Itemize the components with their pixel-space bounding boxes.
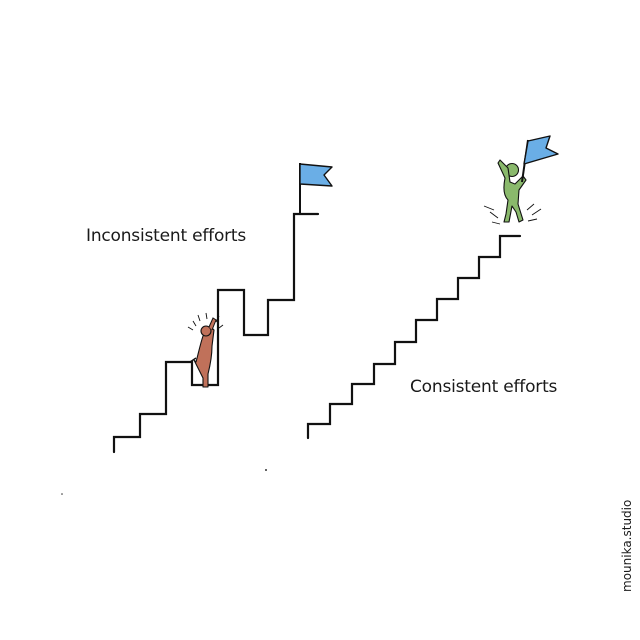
inconsistent-efforts-label: Inconsistent efforts: [86, 226, 247, 246]
consistent-staircase: [306, 234, 522, 440]
inconsistent-staircase: [112, 212, 320, 454]
consistent-efforts-label: Consistent efforts: [410, 377, 558, 397]
flag-icon-right: [521, 135, 559, 183]
celebrating-climber-icon: [483, 159, 542, 225]
speck: [61, 493, 63, 495]
speck: [265, 469, 267, 471]
flag-icon-left: [299, 163, 333, 214]
watermark: mounika.studio: [620, 499, 634, 592]
struggling-climber-icon: [187, 312, 224, 388]
